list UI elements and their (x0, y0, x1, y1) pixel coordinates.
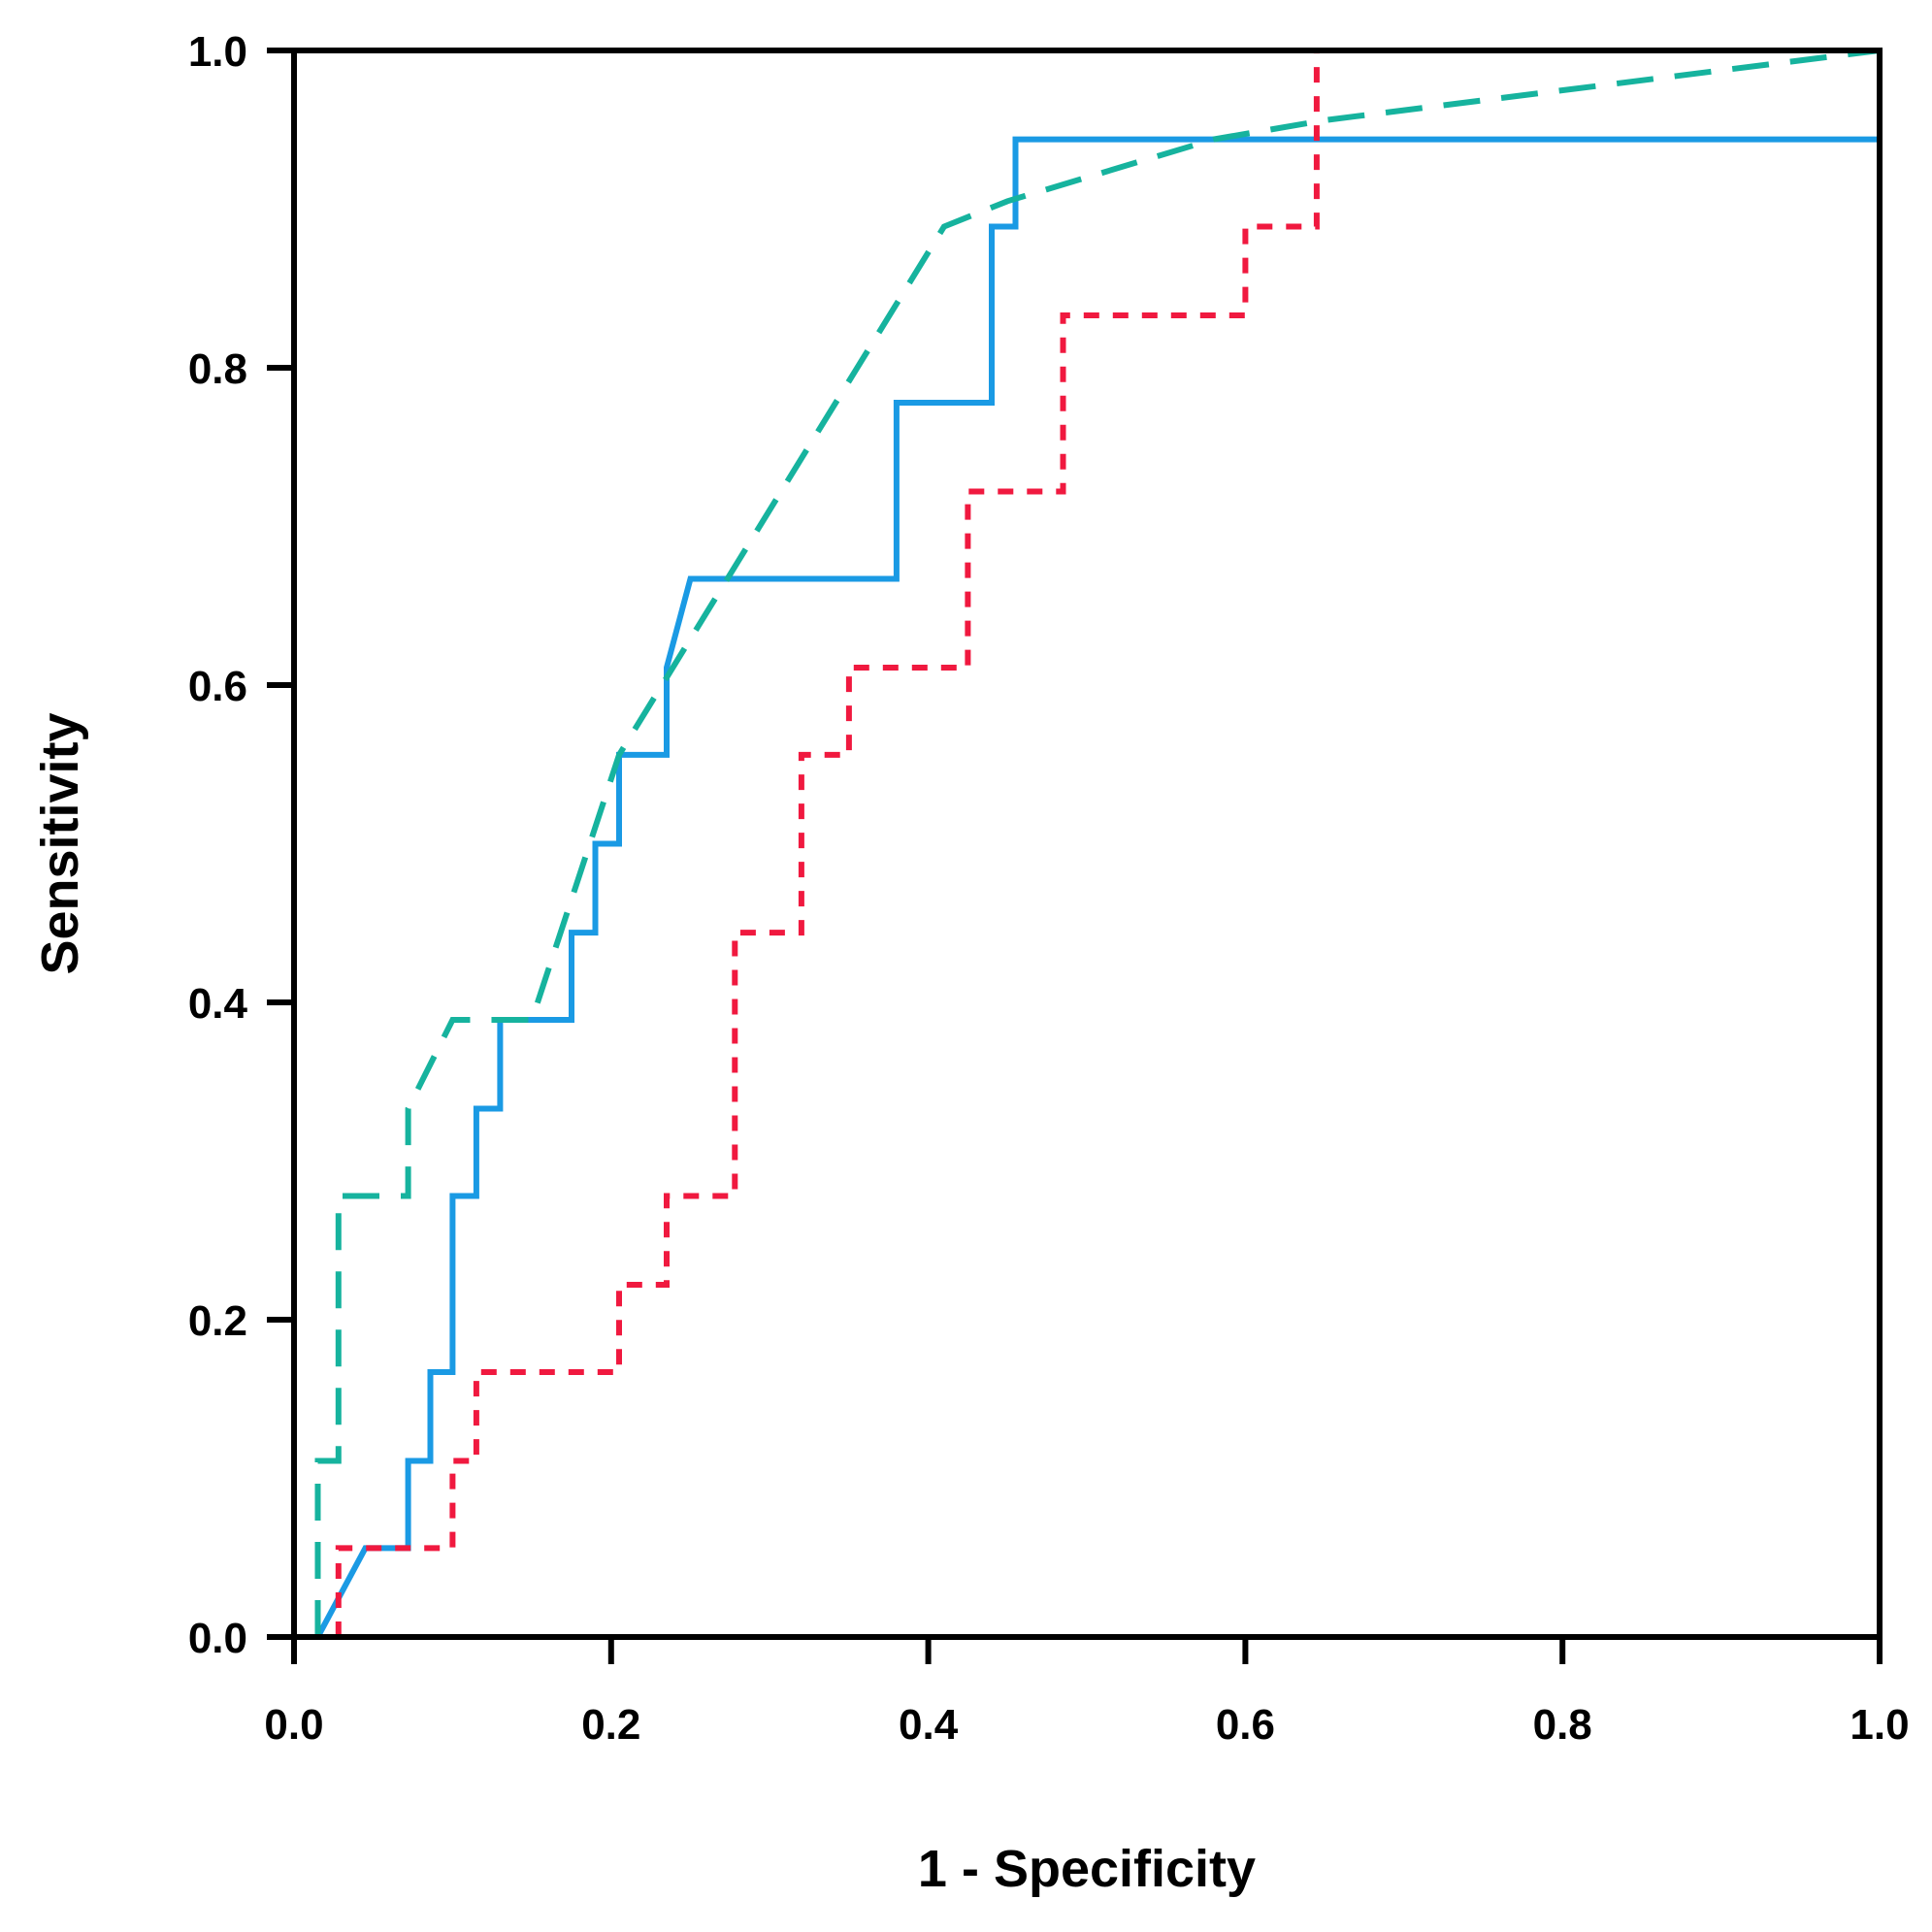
y-tick-label: 0.0 (188, 1615, 247, 1662)
plot-frame (291, 48, 1883, 1640)
roc-curve-teal-dashed (314, 48, 1881, 1637)
x-axis-title: 1 - Specificity (918, 1840, 1256, 1898)
y-tick-label: 1.0 (188, 28, 247, 76)
x-tick-label: 0.8 (1533, 1701, 1592, 1749)
axis-layer: 0.0 0.2 0.4 0.6 0.8 1.0 0.0 0.2 0.4 0.6 0.8 1.0 (188, 28, 1910, 1749)
roc-curve-blue-solid (314, 136, 1880, 1639)
x-tick-label: 0.4 (899, 1701, 959, 1749)
x-tick-label: 0.2 (581, 1701, 640, 1749)
roc-curve-red-dotted (335, 50, 1320, 1637)
y-tick-label: 0.4 (188, 980, 248, 1028)
y-tick-label: 0.2 (188, 1297, 247, 1345)
x-tick-label: 0.6 (1216, 1701, 1275, 1749)
y-tick-label: 0.6 (188, 663, 247, 710)
y-tick-label: 0.8 (188, 345, 247, 393)
y-axis-title: Sensitivity (31, 712, 89, 974)
x-tick-label: 0.0 (264, 1701, 323, 1749)
x-tick-label: 1.0 (1850, 1701, 1909, 1749)
series-layer (314, 48, 1881, 1639)
